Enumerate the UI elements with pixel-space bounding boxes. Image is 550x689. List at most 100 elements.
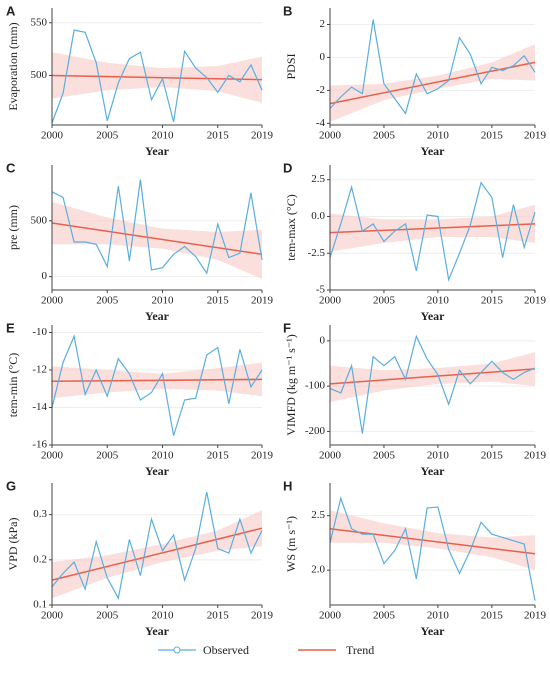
observed-line: [51, 334, 263, 436]
y-tick-label: -10: [32, 326, 47, 338]
y-tick-label: 500: [31, 214, 48, 226]
y-tick-label: -2.5: [308, 247, 326, 259]
observed-line: [51, 179, 263, 275]
x-axis-label: Year: [145, 309, 170, 323]
legend-label: Observed: [203, 643, 249, 657]
x-tick-label: 2010: [427, 610, 450, 622]
y-axis-label: pre (mm): [6, 205, 20, 250]
trend-line: [51, 378, 263, 382]
x-axis-label: Year: [145, 624, 170, 638]
x-tick-label: 2000: [41, 130, 64, 142]
y-tick-label: -16: [32, 439, 47, 451]
y-tick-label: 0: [320, 51, 326, 63]
y-tick-label: 0: [42, 270, 48, 282]
x-tick-label: 2005: [373, 610, 396, 622]
observed-line: [329, 496, 536, 601]
x-tick-label: 2019: [251, 295, 274, 307]
y-tick-label: 0.2: [33, 553, 47, 565]
y-tick-label: -4: [316, 117, 326, 129]
x-tick-label: 2010: [152, 450, 175, 462]
x-axis-label: Year: [145, 144, 170, 158]
x-tick-label: 2019: [524, 450, 547, 462]
x-tick-label: 2010: [152, 130, 175, 142]
legend-label: Trend: [346, 643, 374, 657]
y-tick-label: 2.5: [311, 509, 325, 521]
x-tick-label: 2015: [481, 450, 504, 462]
trend-line: [329, 61, 536, 105]
panel-label: F: [283, 320, 291, 335]
y-tick-label: 500: [31, 69, 48, 81]
x-tick-label: 2019: [251, 450, 274, 462]
x-tick-label: 2015: [207, 295, 230, 307]
y-tick-label: 2.0: [311, 564, 325, 576]
x-tick-label: 2015: [207, 450, 230, 462]
x-tick-label: 2005: [96, 450, 119, 462]
y-axis-label: WS (m s⁻¹): [284, 516, 298, 572]
y-tick-label: -5: [316, 284, 326, 296]
panel-label: C: [6, 160, 16, 175]
x-axis-label: Year: [145, 464, 170, 478]
x-tick-label: 2000: [41, 610, 64, 622]
y-tick-label: -200: [305, 425, 326, 437]
confidence-band: [330, 510, 535, 571]
panel-label: G: [6, 478, 16, 493]
x-tick-label: 2019: [524, 295, 547, 307]
observed-line: [329, 334, 536, 434]
x-tick-label: 2010: [427, 130, 450, 142]
y-tick-label: 2.5: [311, 173, 325, 185]
y-tick-label: 2: [320, 18, 326, 30]
y-tick-label: -2: [316, 84, 325, 96]
x-tick-label: 2000: [319, 130, 342, 142]
x-tick-label: 2015: [481, 610, 504, 622]
trend-line: [51, 527, 263, 581]
x-axis-label: Year: [421, 624, 446, 638]
legend-marker: [173, 646, 181, 654]
y-tick-label: -14: [32, 401, 47, 413]
x-tick-label: 2019: [251, 610, 274, 622]
y-axis-label: tem-max (°C): [284, 194, 298, 260]
observed-line: [329, 19, 536, 115]
panel-label: B: [283, 3, 292, 18]
x-tick-label: 2005: [96, 610, 119, 622]
observed-line: [51, 491, 263, 600]
x-tick-label: 2015: [481, 130, 504, 142]
x-tick-label: 2000: [319, 295, 342, 307]
observed-line: [51, 29, 263, 124]
observed-line: [329, 181, 536, 282]
trend-line: [329, 528, 536, 555]
x-tick-label: 2000: [319, 610, 342, 622]
x-tick-label: 2019: [524, 610, 547, 622]
panel-label: E: [6, 320, 15, 335]
x-tick-label: 2000: [41, 295, 64, 307]
x-tick-label: 2005: [373, 295, 396, 307]
x-axis-label: Year: [421, 144, 446, 158]
x-tick-label: 2015: [481, 295, 504, 307]
x-tick-label: 2010: [152, 295, 175, 307]
y-tick-label: 0.0: [311, 210, 325, 222]
x-tick-label: 2010: [427, 295, 450, 307]
y-tick-label: -12: [32, 364, 47, 376]
trend-line: [51, 222, 263, 256]
x-tick-label: 2005: [96, 295, 119, 307]
y-tick-label: 0.1: [33, 599, 47, 611]
y-tick-label: 550: [31, 16, 48, 28]
x-tick-label: 2015: [207, 130, 230, 142]
y-axis-label: VIMFD (kg m⁻¹ s⁻¹): [284, 334, 298, 436]
y-axis-label: tem-min (°C): [6, 353, 20, 417]
x-tick-label: 2019: [524, 130, 547, 142]
confidence-band: [52, 201, 262, 279]
y-axis-label: VPD (kPa): [6, 517, 20, 570]
x-tick-label: 2019: [251, 130, 274, 142]
x-tick-label: 2010: [427, 450, 450, 462]
y-tick-label: 0: [320, 334, 326, 346]
panel-label: A: [6, 3, 16, 18]
x-axis-label: Year: [421, 464, 446, 478]
panel-label: D: [283, 160, 292, 175]
x-axis-label: Year: [421, 309, 446, 323]
x-tick-label: 2015: [207, 610, 230, 622]
x-tick-label: 2005: [96, 130, 119, 142]
x-tick-label: 2005: [373, 130, 396, 142]
x-tick-label: 2000: [41, 450, 64, 462]
y-axis-label: PDSI: [284, 53, 298, 79]
